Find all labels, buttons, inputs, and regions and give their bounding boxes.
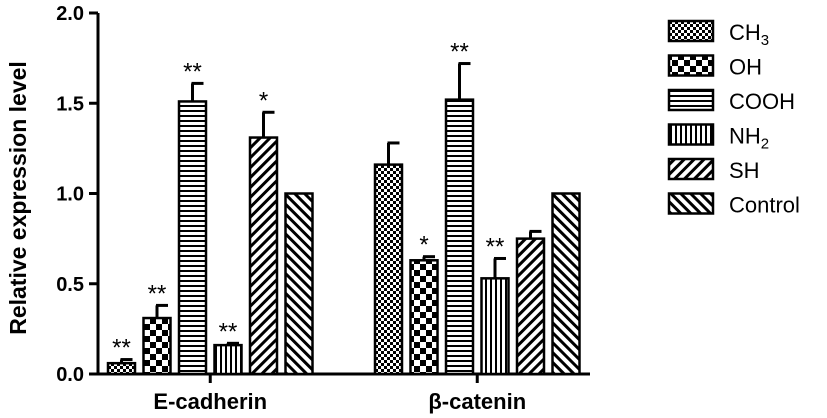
y-tick-label: 0.0 (56, 364, 84, 386)
legend: CH3 OH COOH NH2 SH Control (667, 19, 800, 218)
x-tick-label: β-catenin (428, 389, 526, 414)
bar (480, 277, 510, 376)
y-tick-label: 0.5 (56, 274, 84, 296)
legend-label: COOH (729, 89, 795, 114)
significance-label: ** (486, 233, 505, 260)
y-axis-title-group: Relative expression level (5, 61, 31, 335)
y-axis-title: Relative expression level (5, 61, 31, 335)
legend-label: SH (729, 158, 760, 183)
bar (177, 100, 208, 376)
significance-label: ** (450, 39, 469, 66)
legend-swatch (667, 123, 715, 146)
plot-area: 0.00.51.01.52.0E-cadherin*********β-cate… (56, 3, 590, 414)
bar (409, 259, 439, 376)
bar (551, 192, 581, 376)
significance-label: * (259, 87, 268, 114)
bar (213, 343, 243, 376)
bar (106, 361, 137, 376)
bar (444, 98, 475, 376)
legend-label: CH3 (729, 20, 769, 49)
significance-label: ** (112, 335, 131, 362)
significance-label: * (419, 232, 428, 259)
x-tick-label: E-cadherin (153, 389, 267, 414)
legend-label-subscript: 2 (761, 136, 769, 153)
y-tick-label: 1.0 (56, 184, 84, 206)
legend-swatch (667, 19, 715, 43)
bar (248, 136, 279, 376)
bar (142, 316, 172, 376)
legend-swatch (667, 54, 715, 77)
legend-label: NH2 (729, 124, 769, 153)
legend-swatch (667, 88, 715, 112)
significance-label: ** (148, 280, 167, 307)
legend-label: Control (729, 193, 800, 218)
legend-swatch (667, 157, 715, 181)
significance-label: ** (219, 318, 238, 345)
y-tick-label: 1.5 (56, 93, 84, 115)
bar (515, 237, 546, 376)
bar (284, 192, 314, 376)
legend-label-subscript: 3 (761, 32, 769, 49)
significance-label: ** (183, 58, 202, 85)
legend-label: OH (729, 55, 762, 80)
y-tick-label: 2.0 (56, 3, 84, 25)
legend-swatch (667, 192, 715, 215)
bar (373, 163, 404, 376)
